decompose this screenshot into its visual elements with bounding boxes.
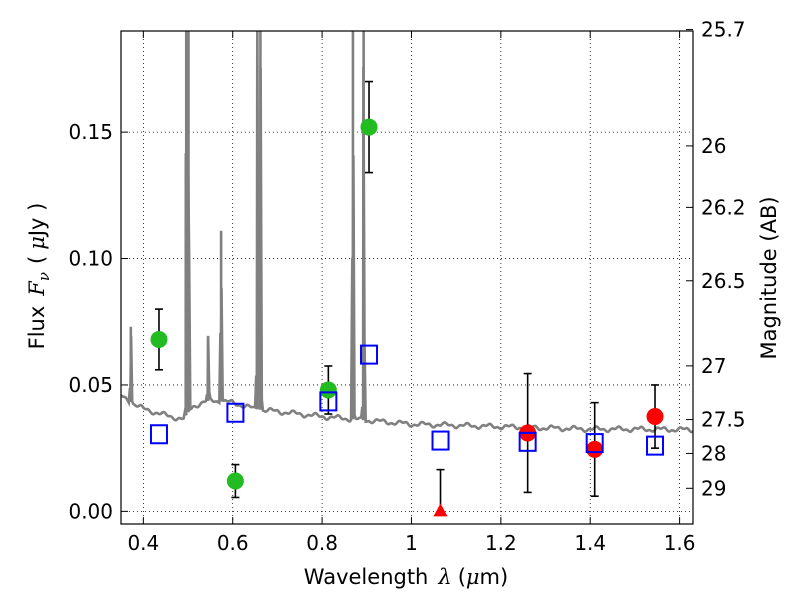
mag-tick-label: 29 bbox=[701, 476, 726, 500]
y-axis-title: FluxFν(μJy ) bbox=[25, 203, 53, 350]
y-tick-label: 0.00 bbox=[68, 499, 113, 523]
x-tick-label: 1 bbox=[405, 531, 418, 555]
x-tick-label: 0.6 bbox=[217, 531, 249, 555]
plot-frame bbox=[120, 30, 694, 525]
spectrum-line bbox=[121, 31, 693, 434]
model-band-point bbox=[149, 424, 168, 445]
model-band-point bbox=[360, 344, 379, 365]
model-spectrum bbox=[121, 31, 693, 434]
x-axis-title: Wavelength λ (μm) bbox=[304, 565, 508, 589]
mag-tick-label: 26.5 bbox=[701, 269, 746, 293]
x-tick-label: 0.8 bbox=[306, 531, 338, 555]
grid bbox=[121, 31, 693, 524]
mag-tick-label: 26.2 bbox=[701, 195, 746, 219]
upper-limit-point bbox=[433, 503, 448, 517]
mag-tick-label: 26 bbox=[701, 134, 726, 158]
data-point bbox=[586, 440, 604, 458]
mag-tick-label: 27.5 bbox=[701, 408, 746, 432]
x-tick-label: 1.4 bbox=[574, 531, 606, 555]
data-point bbox=[646, 408, 664, 426]
model-band-point bbox=[319, 391, 338, 412]
mag-tick-label: 25.7 bbox=[701, 18, 746, 42]
y-tick-label: 0.05 bbox=[68, 373, 113, 397]
model-band-point bbox=[518, 431, 537, 452]
x-tick-label: 1.6 bbox=[664, 531, 696, 555]
y-tick-label: 0.10 bbox=[68, 247, 113, 271]
data-point bbox=[360, 118, 378, 136]
x-tick-label: 1.2 bbox=[485, 531, 517, 555]
model-band-point bbox=[226, 402, 245, 423]
y2-axis-title: Magnitude (AB) bbox=[757, 196, 781, 359]
model-band-point bbox=[585, 433, 604, 454]
data-point bbox=[226, 472, 244, 490]
x-tick-label: 0.4 bbox=[127, 531, 159, 555]
y-tick-label: 0.15 bbox=[68, 120, 113, 144]
data-points bbox=[149, 80, 665, 517]
mag-tick-label: 28 bbox=[701, 441, 726, 465]
model-band-point bbox=[646, 435, 665, 456]
data-point bbox=[150, 330, 168, 348]
axis-ticks: 0.4 0.6 0.8 1 1.2 1.4 1.6 0.00 0.05 0.10 0.15 25.7 2… bbox=[68, 18, 745, 555]
model-band-point bbox=[431, 430, 450, 451]
mag-tick-label: 27 bbox=[701, 354, 726, 378]
data-point bbox=[319, 381, 337, 399]
